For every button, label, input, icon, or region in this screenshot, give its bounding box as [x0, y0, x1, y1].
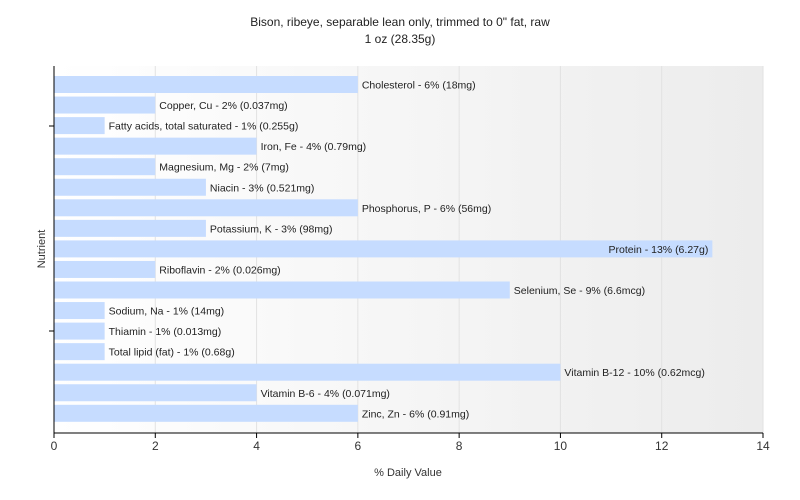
x-tick-label: 0: [51, 439, 58, 453]
bar: [54, 199, 358, 217]
bar: [54, 76, 358, 93]
bar: [54, 281, 510, 299]
bar-label: Iron, Fe - 4% (0.79mg): [261, 141, 367, 153]
bar: [54, 302, 105, 320]
axes: [49, 66, 763, 434]
bar-label: Selenium, Se - 9% (6.6mcg): [514, 285, 645, 297]
bar-label: Protein - 13% (6.27g): [609, 244, 709, 256]
bar: [54, 158, 156, 176]
bar-label: Vitamin B-6 - 4% (0.071mg): [261, 388, 390, 400]
x-tick-label: 14: [756, 439, 770, 453]
x-tick-label: 12: [655, 439, 669, 453]
y-axis-label: Nutrient: [36, 230, 48, 269]
x-tick-label: 2: [152, 439, 159, 453]
bar-label: Sodium, Na - 1% (14mg): [109, 306, 225, 318]
bar-label: Vitamin B-12 - 10% (0.62mcg): [564, 367, 704, 379]
x-tick-label: 8: [456, 439, 463, 453]
bar-label: Phosphorus, P - 6% (56mg): [362, 203, 491, 215]
bar: [54, 219, 206, 237]
bar: [54, 363, 561, 381]
bar: [54, 178, 206, 196]
bar: [54, 343, 105, 361]
bar: [54, 96, 156, 114]
bar-labels: Cholesterol - 6% (18mg) Copper, Cu - 2% (…: [109, 80, 709, 421]
bar-label: Cholesterol - 6% (18mg): [362, 80, 476, 92]
x-axis-ticks: 0 2 4 6 8 10 12 14: [51, 433, 770, 453]
bar-label: Thiamin - 1% (0.013mg): [109, 326, 222, 338]
x-tick-label: 4: [253, 439, 260, 453]
bar: [54, 137, 257, 155]
bar-label: Potassium, K - 3% (98mg): [210, 223, 333, 235]
bars: [54, 76, 713, 422]
bar: [54, 322, 105, 340]
bar: [54, 260, 156, 278]
bar-label: Riboflavin - 2% (0.026mg): [159, 264, 280, 276]
bar-label: Copper, Cu - 2% (0.037mg): [159, 100, 287, 112]
x-tick-label: 10: [554, 439, 568, 453]
bar: [54, 117, 105, 135]
x-tick-label: 6: [355, 439, 362, 453]
bar-label: Fatty acids, total saturated - 1% (0.255…: [109, 121, 299, 133]
bar-label: Zinc, Zn - 6% (0.91mg): [362, 408, 469, 420]
chart-title: Bison, ribeye, separable lean only, trim…: [250, 15, 550, 29]
x-axis-label: % Daily Value: [374, 467, 442, 479]
bar-label: Magnesium, Mg - 2% (7mg): [159, 162, 289, 174]
bar: [54, 384, 257, 402]
bar: [54, 404, 358, 422]
bar-label: Niacin - 3% (0.521mg): [210, 182, 314, 194]
bar-label: Total lipid (fat) - 1% (0.68g): [109, 347, 235, 359]
bar: [54, 240, 713, 258]
chart-subtitle: 1 oz (28.35g): [364, 32, 436, 46]
